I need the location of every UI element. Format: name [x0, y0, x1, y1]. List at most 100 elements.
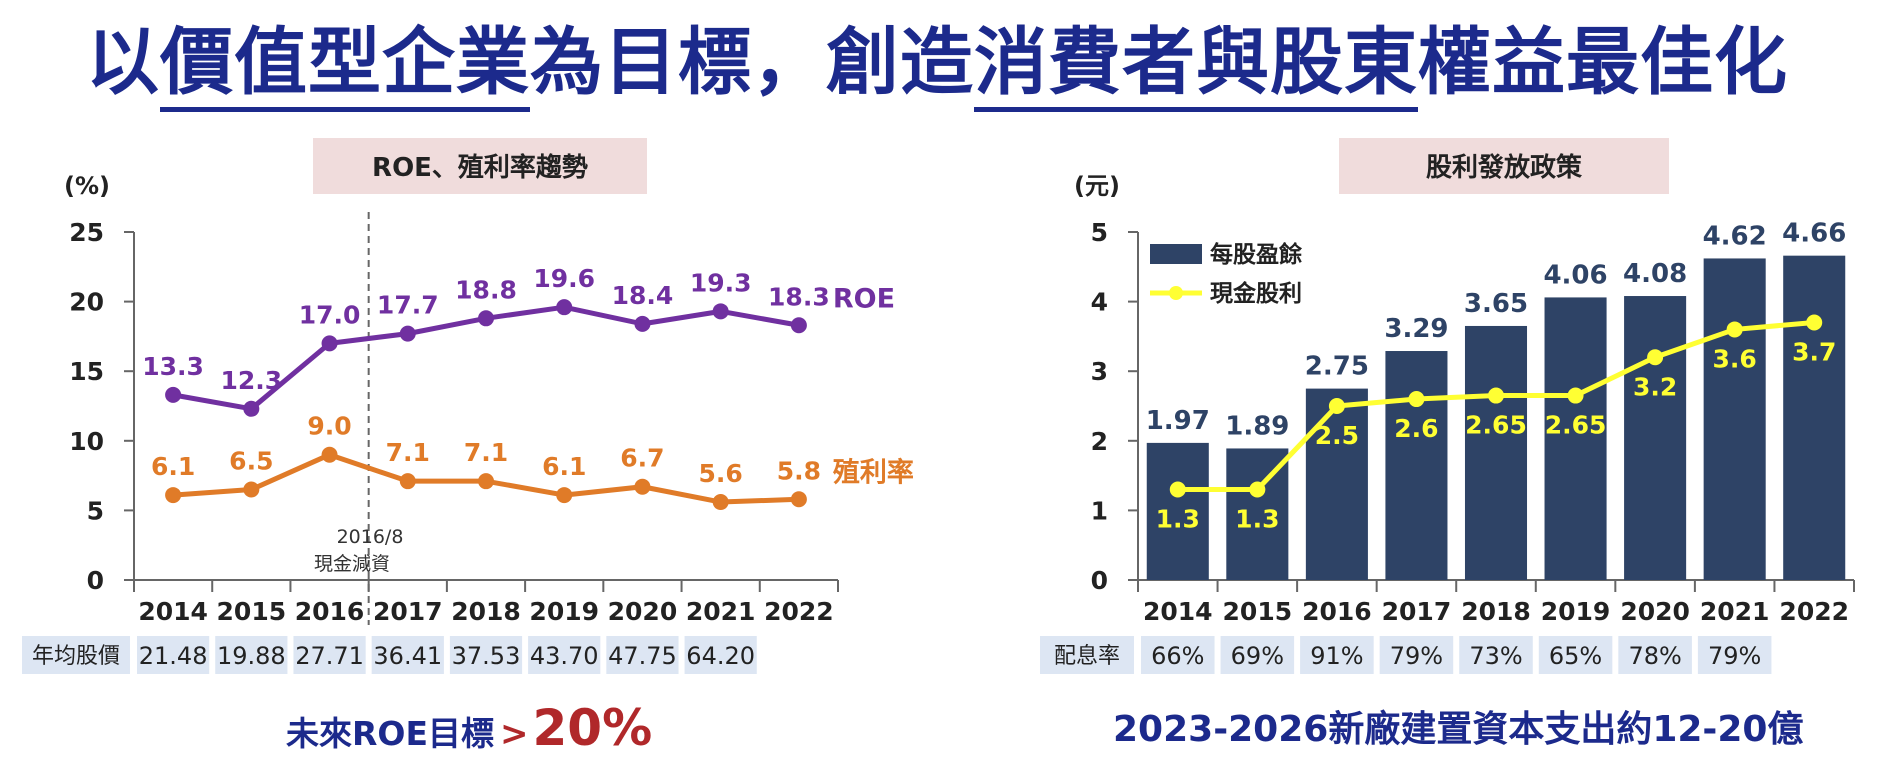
- right-y-unit: (元): [1074, 172, 1120, 200]
- avg-price-value: 47.75: [608, 642, 677, 670]
- right-x-tick-label: 2014: [1143, 597, 1213, 626]
- avg-price-cell: [684, 636, 757, 674]
- right-x-tick-label: 2018: [1461, 597, 1531, 626]
- yield-data-label: 6.1: [151, 452, 195, 481]
- roe-data-label: 13.3: [142, 352, 204, 381]
- right-y-tick-label: 2: [1091, 427, 1108, 456]
- dividend-data-label: 2.5: [1315, 421, 1359, 450]
- eps-data-label: 2.75: [1305, 352, 1369, 382]
- eps-data-label: 4.06: [1543, 260, 1607, 290]
- avg-price-value: 36.41: [373, 642, 442, 670]
- right-table-header: 配息率: [1054, 644, 1120, 669]
- roe-data-label: 18.8: [455, 275, 517, 304]
- right-y-tick-label: 3: [1091, 357, 1108, 386]
- roe-point: [478, 310, 494, 327]
- payout-ratio-value: 79%: [1708, 642, 1761, 670]
- left-title-box: [313, 138, 647, 194]
- payout-ratio-value: 79%: [1390, 642, 1443, 670]
- payout-ratio-cell: [1220, 636, 1295, 674]
- left-y-tick-label: 10: [69, 427, 104, 456]
- right-x-tick-label: 2017: [1382, 597, 1452, 626]
- right-y-tick-label: 4: [1091, 288, 1108, 317]
- right-x-tick-label: 2016: [1302, 597, 1372, 626]
- roe-point: [790, 317, 807, 334]
- payout-ratio-value: 78%: [1628, 642, 1681, 670]
- eps-data-label: 4.66: [1782, 219, 1846, 249]
- yield-point: [478, 473, 494, 490]
- yield-series-name: 殖利率: [833, 456, 914, 488]
- eps-data-label: 3.65: [1464, 289, 1528, 319]
- roe-data-label: 17.0: [299, 300, 361, 329]
- avg-price-cell: [528, 636, 601, 674]
- left-x-tick-label: 2017: [373, 597, 443, 626]
- capex-note: 2023-2026新廠建置資本支出約12-20億: [1113, 709, 1804, 750]
- roe-series-name: ROE: [833, 283, 895, 314]
- payout-ratio-cell: [1141, 636, 1215, 674]
- roe-point: [165, 386, 182, 403]
- roe-data-label: 12.3: [220, 366, 282, 395]
- payout-ratio-value: 73%: [1469, 642, 1522, 670]
- left-table-header-cell: [22, 636, 130, 674]
- left-chart-title: ROE、殖利率趨勢: [372, 152, 588, 183]
- payout-ratio-cell: [1538, 636, 1613, 674]
- payout-ratio-cell: [1379, 636, 1454, 674]
- roe-data-label: 18.4: [612, 281, 674, 310]
- roe-point: [712, 303, 729, 320]
- dividend-data-label: 1.3: [1156, 505, 1200, 534]
- yield-data-label: 6.7: [620, 444, 664, 473]
- legend-eps-label: 每股盈餘: [1210, 241, 1303, 268]
- roe-point: [556, 299, 573, 316]
- roe-target-value: 20%: [532, 699, 653, 757]
- left-y-tick-label: 25: [69, 218, 104, 247]
- dividend-data-label: 3.6: [1713, 344, 1757, 373]
- yield-data-label: 5.6: [699, 459, 743, 488]
- left-y-tick-label: 20: [69, 288, 104, 317]
- eps-data-label: 1.89: [1225, 411, 1289, 441]
- eps-data-label: 4.62: [1703, 221, 1767, 251]
- dividend-data-label: 3.2: [1633, 372, 1677, 401]
- left-y-tick-label: 15: [69, 357, 104, 386]
- eps-data-label: 3.29: [1384, 314, 1448, 344]
- left-x-tick-label: 2018: [451, 597, 521, 626]
- yield-data-label: 5.8: [777, 456, 821, 485]
- eps-bar: [1544, 297, 1607, 580]
- roe-data-label: 19.3: [690, 268, 752, 297]
- dividend-point: [1249, 481, 1266, 498]
- roe-yield-chart: ROE、殖利率趨勢 (%) 0 5 10 15 20 25 2014 2015 2016 2017 20…: [22, 138, 914, 674]
- eps-bar: [1703, 258, 1766, 580]
- payout-ratio-cell: [1300, 636, 1374, 674]
- yield-point: [790, 491, 807, 508]
- roe-point: [321, 335, 338, 352]
- payout-ratio-cell: [1618, 636, 1692, 674]
- right-x-tick-label: 2020: [1620, 597, 1690, 626]
- roe-point: [399, 325, 416, 342]
- dividend-data-label: 1.3: [1235, 505, 1279, 534]
- yield-point: [243, 481, 260, 498]
- legend-dividend-label: 現金股利: [1210, 280, 1302, 307]
- payout-ratio-value: 69%: [1231, 642, 1284, 670]
- right-table-header-cell: [1040, 636, 1134, 674]
- roe-target-gt: >: [500, 714, 529, 754]
- avg-price-cell: [371, 636, 444, 674]
- avg-price-cell: [137, 636, 210, 674]
- dividend-point: [1488, 387, 1504, 404]
- reduction-annotation-text: 現金減資: [314, 553, 390, 575]
- headline-part-3: 為目標，創造: [530, 20, 974, 105]
- right-y-tick-label: 0: [1091, 566, 1108, 595]
- dividend-point: [1647, 349, 1664, 366]
- eps-bar: [1464, 325, 1528, 580]
- avg-price-value: 19.88: [217, 642, 286, 670]
- dividend-point: [1806, 314, 1823, 331]
- legend-dividend-marker: [1169, 286, 1183, 300]
- headline-part-1: 以: [86, 20, 160, 105]
- headline-part-2: 價值型企業: [160, 20, 530, 112]
- left-x-tick-label: 2015: [217, 597, 287, 626]
- yield-data-label: 9.0: [307, 412, 351, 441]
- yield-point: [399, 473, 416, 490]
- left-y-unit: (%): [64, 172, 110, 200]
- yield-point: [556, 487, 573, 504]
- roe-data-label: 19.6: [533, 264, 595, 293]
- dividend-point: [1408, 391, 1425, 408]
- dividend-data-label: 2.65: [1545, 411, 1607, 440]
- avg-price-value: 64.20: [686, 642, 755, 670]
